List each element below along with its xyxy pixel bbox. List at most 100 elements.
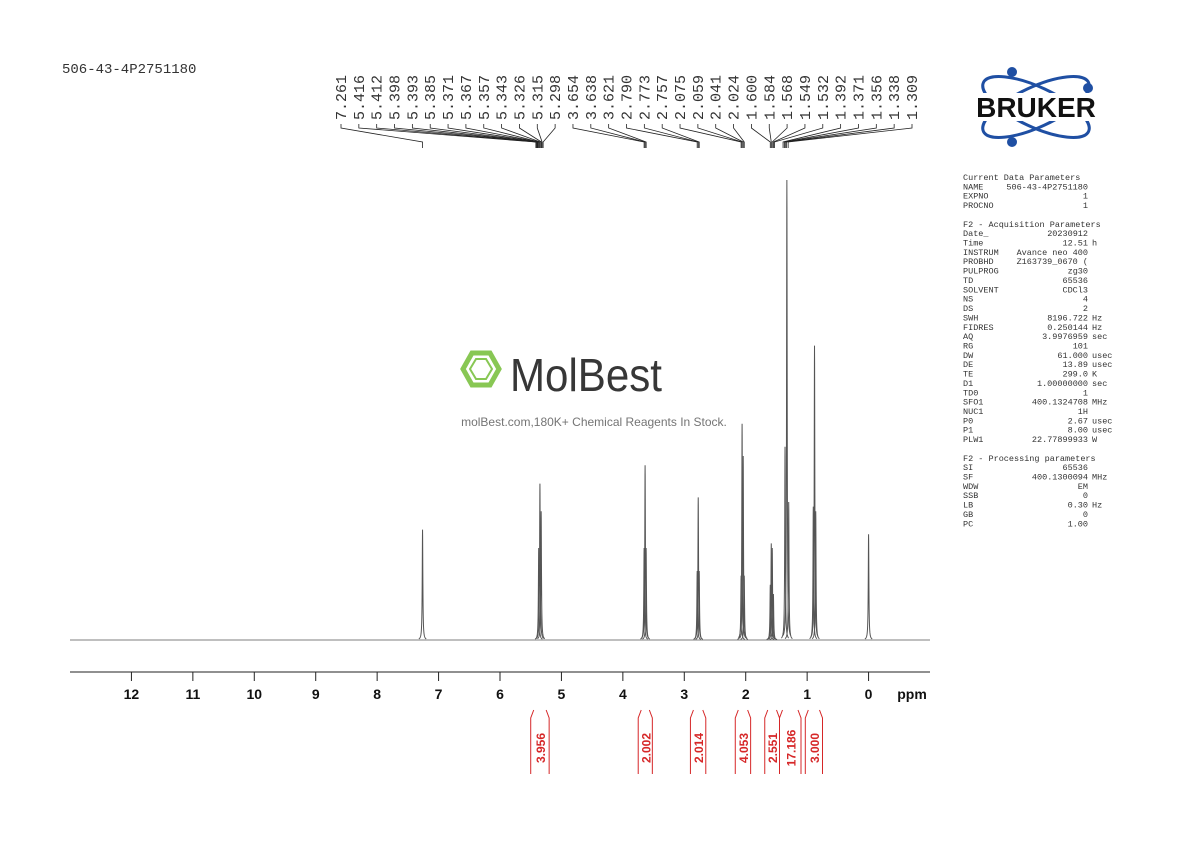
param-value: 1 [1083,388,1088,398]
param-key: TD [963,276,973,286]
param-value: 1 [1083,192,1088,202]
integral-bracket-end [747,709,752,774]
peak-leader [572,124,645,148]
param-value: 506-43-4P2751180 [1006,182,1088,192]
peak-leader [519,124,542,148]
x-tick-label: 4 [619,686,627,702]
param-key: DW [963,351,974,361]
param-value: 2.67 [1068,416,1088,426]
param-key: D1 [963,379,973,389]
peak [418,529,427,640]
param-unit: K [1092,370,1098,380]
peak [864,534,873,640]
param-key: WDW [963,482,979,492]
param-key: PROBHD [963,257,994,267]
param-key: SI [963,463,973,473]
peak-label: 1.584 [762,75,779,120]
peak-label: 2.790 [620,75,637,120]
param-value: CDCl3 [1062,285,1088,295]
peak-leader [465,124,540,148]
integral-label: 4.053 [737,733,751,763]
peak [740,575,749,640]
logo-backdrop [958,93,1114,121]
peak-leader [501,124,541,148]
param-value: 1.00000000 [1037,379,1088,389]
peak-leader [697,124,743,148]
param-value: EM [1078,482,1088,492]
param-unit: W [1092,435,1098,445]
integral-label: 3.000 [808,733,822,763]
param-unit: usec [1092,426,1112,436]
integral-bracket-end [797,709,802,774]
param-key: SF [963,473,973,483]
peak-label: 5.343 [495,75,512,120]
logo-dot [1007,137,1017,147]
param-key: INSTRUM [963,248,999,258]
param-unit: MHz [1092,473,1107,483]
param-key: LB [963,501,973,511]
peak [738,423,747,639]
param-value: 0 [1083,510,1088,520]
logo-text: BRUKER [976,92,1096,123]
peak-label: 2.075 [673,75,690,120]
param-value: 299.0 [1062,370,1088,380]
x-tick-label: 6 [496,686,504,702]
peak [695,570,704,640]
peak [642,547,651,640]
param-value: 0.30 [1068,501,1088,511]
peak [767,543,776,640]
x-tick-label: 2 [742,686,750,702]
peak-leader [787,124,913,148]
peak [535,483,544,639]
watermark-icon [468,358,494,380]
peak-leader [785,124,895,148]
peak-label: 1.309 [905,75,922,120]
peak-label: 1.600 [744,75,761,120]
param-key: TD0 [963,388,978,398]
param-key: Time [963,239,983,249]
param-value: 3.9976959 [1042,332,1088,342]
peak-leader [768,124,772,148]
peak [782,179,792,636]
peak-label: 1.549 [798,75,815,120]
param-value: 4 [1083,295,1088,305]
param-unit: usec [1092,360,1112,370]
param-key: NS [963,295,973,305]
param-unit: h [1092,239,1097,249]
param-unit: usec [1092,351,1112,361]
param-key: Date_ [963,229,989,239]
param-unit: Hz [1092,323,1102,333]
watermark: MolBest molBest.com,180K+ Chemical Reage… [460,349,727,429]
peak-leader [542,124,556,148]
section-title: F2 - Processing parameters [963,454,1096,464]
peak-label: 2.757 [655,75,672,120]
logo-dot [1007,67,1017,77]
param-key: DE [963,360,973,370]
peak-label: 5.326 [512,75,529,120]
peak-leader [715,124,744,148]
peak [811,511,820,640]
watermark-brand: MolBest [510,349,662,401]
param-value: 0.250144 [1047,323,1088,333]
peak-leader [411,124,538,148]
param-value: zg30 [1068,267,1088,277]
param-value: 8.00 [1068,426,1088,436]
param-unit: Hz [1092,501,1102,511]
peak-label: 2.059 [691,75,708,120]
peak-label: 5.298 [548,75,565,120]
logo-dot [1083,83,1093,93]
param-unit: usec [1092,416,1112,426]
peak-leader [536,124,543,148]
peak-leader [773,124,806,148]
peak-label: 5.367 [459,75,476,120]
param-value: 1H [1078,407,1088,417]
param-value: 1 [1083,201,1088,211]
param-value: 400.1300094 [1032,473,1088,483]
integral-label: 17.186 [784,729,798,766]
logo-orbit [981,75,1091,139]
sample-id: 506-43-4P2751180 [62,62,196,78]
watermark-tagline: molBest.com,180K+ Chemical Reagents In S… [461,415,727,429]
param-key: PULPROG [963,267,999,277]
param-value: 13.89 [1062,360,1088,370]
